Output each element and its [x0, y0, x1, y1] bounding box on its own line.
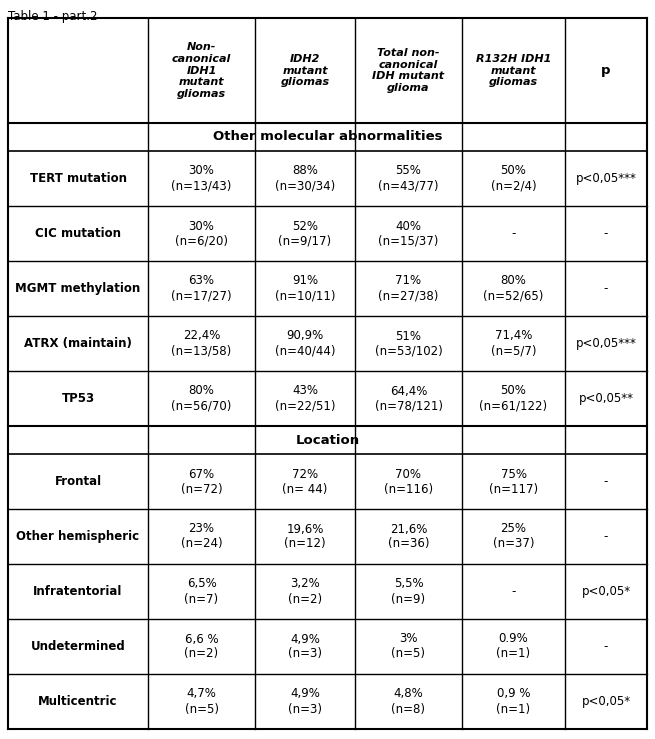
- Text: 72%
(n= 44): 72% (n= 44): [282, 468, 328, 496]
- Text: 30%
(n=6/20): 30% (n=6/20): [175, 219, 228, 248]
- Text: 0,9 %
(n=1): 0,9 % (n=1): [496, 687, 531, 715]
- Text: -: -: [604, 227, 608, 240]
- Text: R132H IDH1
mutant
gliomas: R132H IDH1 mutant gliomas: [476, 54, 552, 87]
- Text: 50%
(n=61/122): 50% (n=61/122): [479, 384, 548, 412]
- Text: -: -: [604, 282, 608, 295]
- Text: 91%
(n=10/11): 91% (n=10/11): [274, 274, 335, 302]
- Text: -: -: [512, 585, 515, 598]
- Text: -: -: [512, 227, 515, 240]
- Text: 4,9%
(n=3): 4,9% (n=3): [288, 633, 322, 661]
- Text: 0.9%
(n=1): 0.9% (n=1): [496, 633, 531, 661]
- Text: 71,4%
(n=5/7): 71,4% (n=5/7): [491, 330, 536, 358]
- Text: 43%
(n=22/51): 43% (n=22/51): [274, 384, 335, 412]
- Text: 55%
(n=43/77): 55% (n=43/77): [378, 165, 439, 192]
- Text: 90,9%
(n=40/44): 90,9% (n=40/44): [274, 330, 335, 358]
- Text: 4,7%
(n=5): 4,7% (n=5): [185, 687, 219, 715]
- Text: 67%
(n=72): 67% (n=72): [181, 468, 222, 496]
- Text: 80%
(n=56/70): 80% (n=56/70): [172, 384, 232, 412]
- Text: p<0,05***: p<0,05***: [576, 337, 637, 350]
- Text: Table 1 - part.2: Table 1 - part.2: [8, 10, 98, 23]
- Text: TERT mutation: TERT mutation: [29, 172, 126, 185]
- Text: IDH2
mutant
gliomas: IDH2 mutant gliomas: [280, 54, 329, 87]
- Text: Undetermined: Undetermined: [31, 640, 125, 653]
- Text: 64,4%
(n=78/121): 64,4% (n=78/121): [375, 384, 443, 412]
- Text: Total non-
canonical
IDH mutant
glioma: Total non- canonical IDH mutant glioma: [373, 48, 445, 93]
- Text: Infratentorial: Infratentorial: [33, 585, 122, 598]
- Text: 25%
(n=37): 25% (n=37): [493, 522, 534, 551]
- Text: 80%
(n=52/65): 80% (n=52/65): [483, 274, 544, 302]
- Text: -: -: [604, 530, 608, 543]
- Text: 4,9%
(n=3): 4,9% (n=3): [288, 687, 322, 715]
- Text: p: p: [601, 64, 610, 77]
- Text: 21,6%
(n=36): 21,6% (n=36): [388, 522, 429, 551]
- Text: 19,6%
(n=12): 19,6% (n=12): [284, 522, 326, 551]
- Text: 23%
(n=24): 23% (n=24): [181, 522, 222, 551]
- Text: 22,4%
(n=13/58): 22,4% (n=13/58): [172, 330, 232, 358]
- Text: 3%
(n=5): 3% (n=5): [392, 633, 426, 661]
- Text: -: -: [604, 640, 608, 653]
- Text: CIC mutation: CIC mutation: [35, 227, 121, 240]
- Text: Non-
canonical
IDH1
mutant
gliomas: Non- canonical IDH1 mutant gliomas: [172, 42, 231, 99]
- Text: p<0,05***: p<0,05***: [576, 172, 637, 185]
- Text: Location: Location: [295, 434, 360, 446]
- Text: Other hemispheric: Other hemispheric: [16, 530, 140, 543]
- Text: 6,5%
(n=7): 6,5% (n=7): [185, 577, 219, 605]
- Text: MGMT methylation: MGMT methylation: [15, 282, 141, 295]
- Text: 51%
(n=53/102): 51% (n=53/102): [375, 330, 442, 358]
- Text: 88%
(n=30/34): 88% (n=30/34): [275, 165, 335, 192]
- Text: 5,5%
(n=9): 5,5% (n=9): [392, 577, 426, 605]
- Text: TP53: TP53: [62, 392, 94, 405]
- Text: 40%
(n=15/37): 40% (n=15/37): [379, 219, 439, 248]
- Text: 52%
(n=9/17): 52% (n=9/17): [278, 219, 331, 248]
- Text: p<0,05*: p<0,05*: [582, 585, 631, 598]
- Text: 3,2%
(n=2): 3,2% (n=2): [288, 577, 322, 605]
- Text: 4,8%
(n=8): 4,8% (n=8): [392, 687, 426, 715]
- Text: 50%
(n=2/4): 50% (n=2/4): [491, 165, 536, 192]
- Text: p<0,05**: p<0,05**: [578, 392, 633, 405]
- Text: -: -: [604, 475, 608, 488]
- Text: 75%
(n=117): 75% (n=117): [489, 468, 538, 496]
- Text: Frontal: Frontal: [54, 475, 102, 488]
- Text: p<0,05*: p<0,05*: [582, 695, 631, 708]
- Text: Multicentric: Multicentric: [38, 695, 118, 708]
- Text: 63%
(n=17/27): 63% (n=17/27): [171, 274, 232, 302]
- Text: Other molecular abnormalities: Other molecular abnormalities: [213, 131, 442, 143]
- Text: 30%
(n=13/43): 30% (n=13/43): [172, 165, 232, 192]
- Text: 6,6 %
(n=2): 6,6 % (n=2): [185, 633, 219, 661]
- Text: 70%
(n=116): 70% (n=116): [384, 468, 433, 496]
- Text: 71%
(n=27/38): 71% (n=27/38): [379, 274, 439, 302]
- Text: ATRX (maintain): ATRX (maintain): [24, 337, 132, 350]
